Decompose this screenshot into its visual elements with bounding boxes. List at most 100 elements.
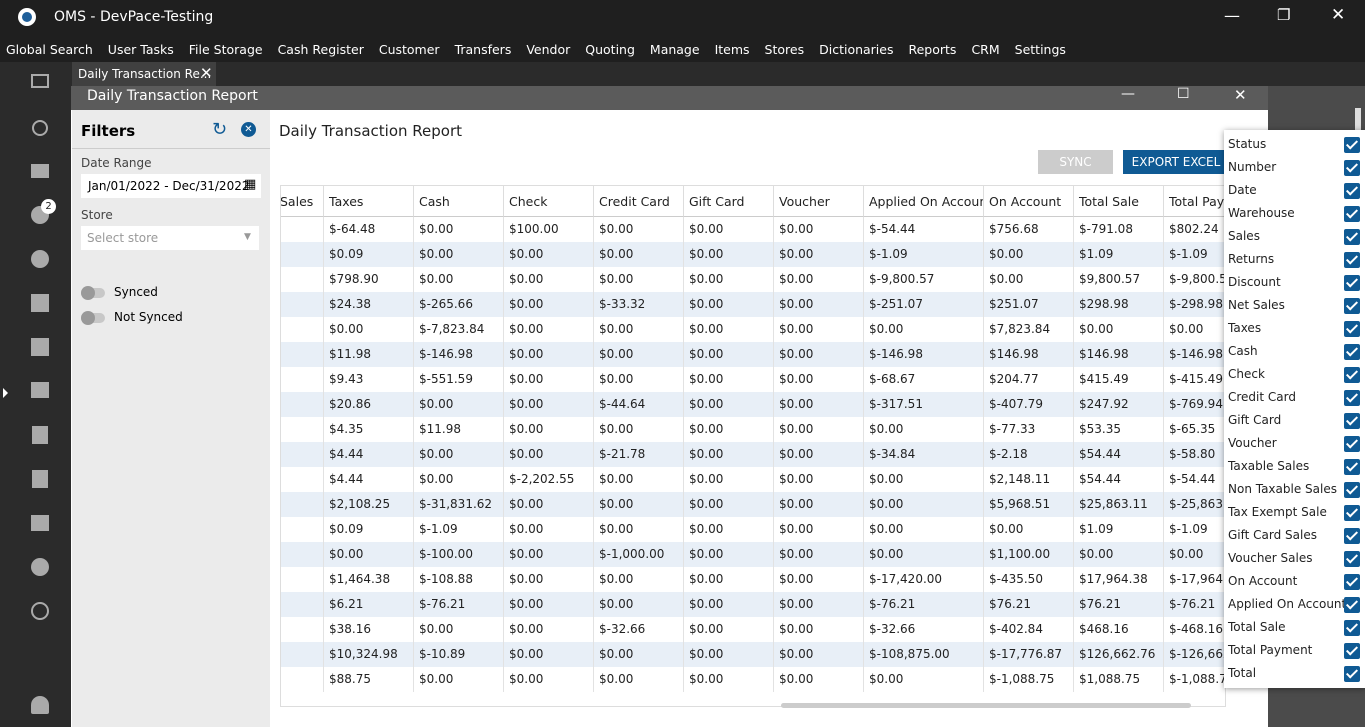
cell: $251.07	[984, 292, 1074, 317]
minimize[interactable]: —	[1224, 6, 1240, 25]
nav-icon[interactable]	[31, 250, 49, 268]
column-header[interactable]: Gift Card	[684, 186, 774, 217]
checkbox[interactable]	[1344, 206, 1360, 222]
nav-icon[interactable]	[31, 294, 49, 312]
checkbox[interactable]	[1344, 390, 1360, 406]
nav-icon[interactable]	[32, 470, 48, 488]
cell: $0.00	[684, 567, 774, 592]
menu-item[interactable]: Vendor	[526, 41, 571, 57]
sync-button[interactable]: SYNC	[1038, 150, 1113, 174]
cell: $0.00	[774, 367, 864, 392]
nav-icon[interactable]	[31, 602, 49, 620]
close[interactable]: ✕	[1234, 86, 1247, 104]
checkbox[interactable]	[1344, 321, 1360, 337]
nav-icon[interactable]	[31, 74, 49, 88]
cell: $-76.21	[864, 592, 984, 617]
cell: $0.00	[504, 592, 594, 617]
row	[281, 317, 1225, 342]
checkbox[interactable]	[1344, 229, 1360, 245]
close[interactable]: ✕	[1331, 5, 1346, 25]
checkbox[interactable]	[1344, 551, 1360, 567]
cell: $-7,823.84	[414, 317, 504, 342]
menu-item[interactable]: Manage	[649, 41, 700, 57]
tab[interactable]: Daily Transaction Re... ✕	[72, 62, 216, 86]
checkbox[interactable]	[1344, 482, 1360, 498]
nav-icon[interactable]	[32, 426, 48, 444]
checkbox[interactable]	[1344, 574, 1360, 590]
cell: $0.00	[594, 567, 684, 592]
checkbox[interactable]	[1344, 643, 1360, 659]
checkbox[interactable]	[1344, 298, 1360, 314]
checkbox[interactable]	[1344, 160, 1360, 176]
calendar[interactable]: ▦	[244, 177, 257, 192]
cell: $0.00	[1074, 317, 1164, 342]
column-header[interactable]: On Account	[984, 186, 1074, 217]
column-header[interactable]: Total Payment	[1164, 186, 1225, 217]
date-input[interactable]: Jan/01/2022 - Dec/31/2022 ▦	[81, 174, 261, 198]
nav-icon[interactable]	[32, 120, 48, 136]
checkbox[interactable]	[1344, 597, 1360, 613]
column-header[interactable]: Check	[504, 186, 594, 217]
checkbox[interactable]	[1344, 183, 1360, 199]
column-header[interactable]: Total Sale	[1074, 186, 1164, 217]
menu-item[interactable]: Quoting	[585, 41, 635, 57]
menu-item[interactable]: Settings	[1014, 41, 1066, 57]
checkbox[interactable]	[1344, 505, 1360, 521]
column-header[interactable]: Sales	[281, 186, 324, 217]
menu-item[interactable]: Dictionaries	[819, 41, 894, 57]
toggle-label: Not Synced	[114, 310, 183, 324]
menu-item[interactable]: CRM	[971, 41, 1000, 57]
menu-bar: Global Search User Tasks File Storage Cash …	[0, 36, 1365, 62]
column-option: Total Payment	[1228, 643, 1313, 657]
cell: $-2,202.55	[504, 467, 594, 492]
restore[interactable]: ❐	[1277, 6, 1291, 24]
cell: $0.00	[414, 667, 504, 692]
store-label: Store	[81, 208, 113, 222]
column-header[interactable]: Cash	[414, 186, 504, 217]
checkbox[interactable]	[1344, 367, 1360, 383]
nav-icon[interactable]	[31, 558, 49, 576]
menu-item[interactable]: User Tasks	[107, 41, 174, 57]
minimize[interactable]: —	[1121, 86, 1135, 102]
nav-icon[interactable]	[31, 164, 49, 178]
tab-close[interactable]: ✕	[200, 64, 213, 82]
column-header[interactable]: Taxes	[324, 186, 414, 217]
checkbox[interactable]	[1344, 275, 1360, 291]
cell: $0.00	[684, 317, 774, 342]
nav-icon[interactable]	[31, 696, 49, 714]
nav-icon[interactable]	[31, 338, 49, 356]
cell: $1,088.75	[1074, 667, 1164, 692]
store-select[interactable]: Select store ▼	[81, 226, 259, 250]
nav-icon[interactable]	[31, 382, 49, 398]
menu-item[interactable]: Transfers	[454, 41, 512, 57]
h-scrollbar[interactable]	[781, 703, 1191, 708]
menu-item[interactable]: File Storage	[188, 41, 263, 57]
checkbox[interactable]	[1344, 528, 1360, 544]
checkbox[interactable]	[1344, 344, 1360, 360]
clear[interactable]: ✕	[241, 122, 256, 137]
menu-item[interactable]: Items	[714, 41, 750, 57]
checkbox[interactable]	[1344, 459, 1360, 475]
checkbox[interactable]	[1344, 620, 1360, 636]
column-header[interactable]: Credit Card	[594, 186, 684, 217]
scrollbar[interactable]	[1355, 108, 1361, 130]
menu-item[interactable]: Stores	[764, 41, 805, 57]
maximize[interactable]: ☐	[1177, 86, 1190, 102]
menu-item[interactable]: Global Search	[6, 41, 93, 57]
expand-arrow[interactable]	[3, 388, 8, 398]
checkbox[interactable]	[1344, 666, 1360, 682]
column-header[interactable]: Applied On Account	[864, 186, 984, 217]
menu-item[interactable]: Reports	[908, 41, 957, 57]
checkbox[interactable]	[1344, 137, 1360, 153]
menu-item[interactable]: Customer	[378, 41, 440, 57]
cell: $4.44	[324, 467, 414, 492]
column-header[interactable]: Voucher	[774, 186, 864, 217]
refresh[interactable]: ↻	[212, 119, 228, 140]
checkbox[interactable]	[1344, 252, 1360, 268]
checkbox[interactable]	[1344, 436, 1360, 452]
export-button[interactable]: EXPORT EXCEL	[1123, 150, 1229, 174]
checkbox[interactable]	[1344, 413, 1360, 429]
cell: $0.00	[684, 667, 774, 692]
menu-item[interactable]: Cash Register	[277, 41, 364, 57]
nav-icon[interactable]	[31, 515, 49, 531]
